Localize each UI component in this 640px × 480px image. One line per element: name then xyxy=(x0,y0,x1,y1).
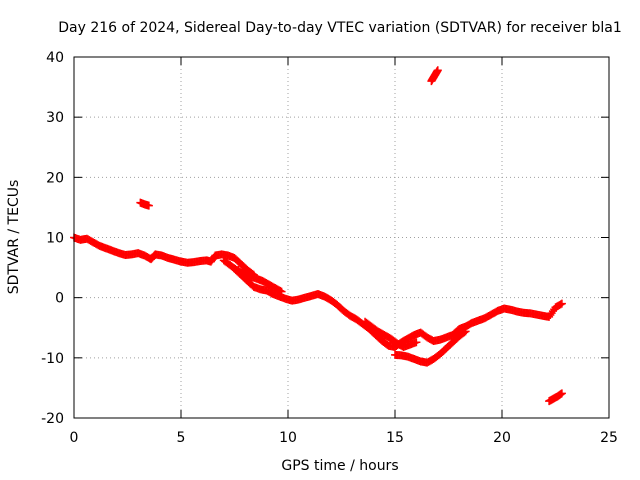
x-tick-label: 15 xyxy=(386,430,404,446)
y-tick-label: 10 xyxy=(46,231,64,247)
y-tick-label: 0 xyxy=(55,291,64,307)
data-point xyxy=(144,201,153,210)
data-point xyxy=(557,299,566,308)
data-point xyxy=(460,328,469,337)
y-tick-label: -20 xyxy=(41,411,64,427)
data-point xyxy=(557,389,566,398)
plot-frame xyxy=(73,56,610,419)
x-tick-label: 20 xyxy=(493,430,511,446)
y-tick-label: 20 xyxy=(46,170,64,186)
data-point xyxy=(461,327,470,336)
grid xyxy=(74,57,609,418)
x-axis-label: GPS time / hours xyxy=(281,458,398,474)
data-point xyxy=(433,66,442,75)
y-tick-label: 40 xyxy=(46,50,64,66)
x-tick-label: 25 xyxy=(600,430,618,446)
y-tick-label: -10 xyxy=(41,351,64,367)
x-tick-label: 10 xyxy=(279,430,297,446)
data-point xyxy=(277,287,286,296)
x-tick-label: 0 xyxy=(70,430,79,446)
data-point xyxy=(412,338,421,347)
axis-ticks: 0 5 10 15 20 25 -20 -10 0 10 20 30 40 xyxy=(41,50,618,446)
x-tick-label: 5 xyxy=(177,430,186,446)
y-axis-label: SDTVAR / TECUs xyxy=(6,180,22,295)
y-tick-label: 30 xyxy=(46,110,64,126)
chart-title: Day 216 of 2024, Sidereal Day-to-day VTE… xyxy=(58,20,621,36)
data-points xyxy=(70,66,566,406)
